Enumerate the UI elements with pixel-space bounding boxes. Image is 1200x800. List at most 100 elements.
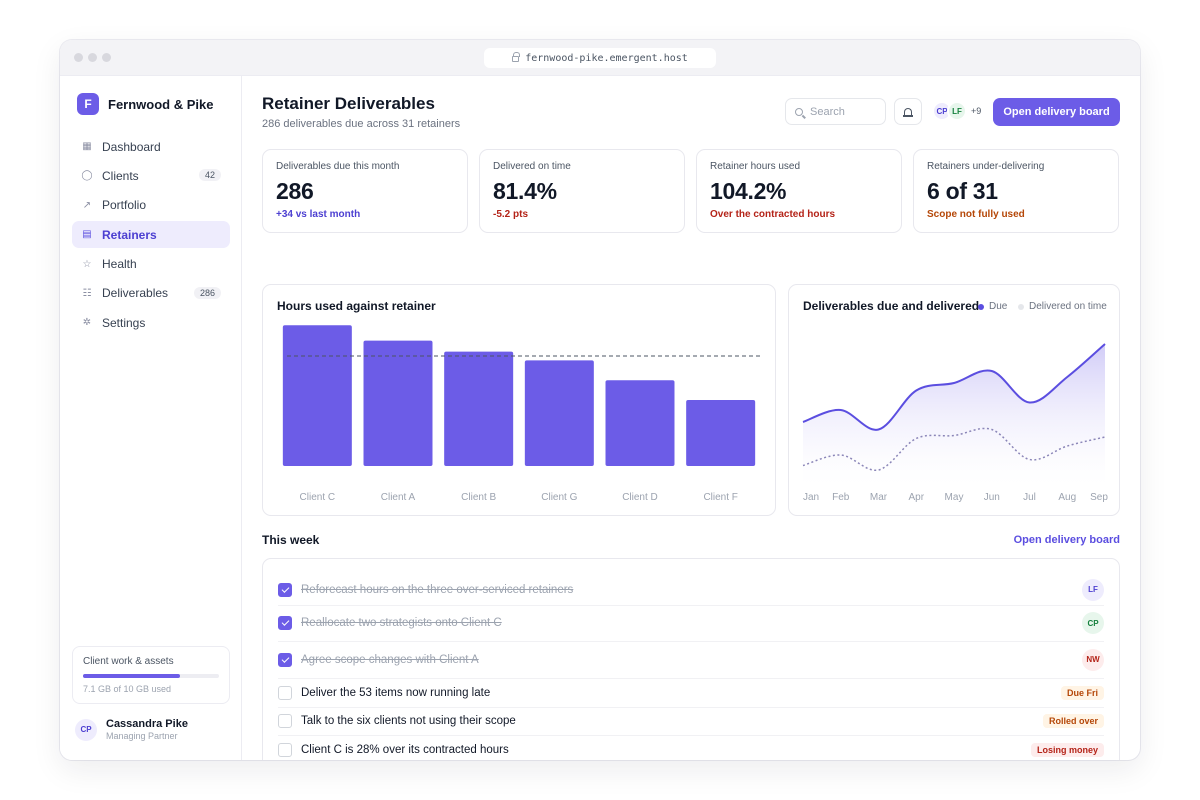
status-badge: Due Fri	[1060, 685, 1104, 700]
storage-progress-track	[83, 674, 219, 678]
main-content: Retainer Deliverables 286 deliverables d…	[242, 76, 1140, 760]
storage-title: Client work & assets	[83, 656, 174, 667]
assignee-avatar[interactable]: LF	[1082, 578, 1104, 601]
grid-icon: ▦	[82, 141, 92, 152]
task-row[interactable]: Talk to the six clients not using their …	[278, 708, 1104, 736]
window-minimize-dot[interactable]	[88, 53, 97, 62]
task-text: Reallocate two strategists onto Client C	[301, 617, 502, 630]
task-checkbox[interactable]	[278, 582, 292, 597]
sidebar-item-settings[interactable]: ✲ Settings	[72, 309, 230, 336]
window-close-dot[interactable]	[74, 53, 83, 62]
sidebar-nav: ▦ Dashboard ◯ Clients 42 ↗ Portfolio ▤ Retainers…	[72, 133, 230, 339]
x-tick-label: Sep	[1090, 492, 1108, 503]
x-tick-label: Feb	[832, 492, 850, 503]
x-tick-label: Apr	[908, 492, 924, 503]
x-tick-label: Mar	[870, 492, 888, 503]
kpi-label: Delivered on time	[493, 161, 571, 172]
gear-icon: ✲	[82, 317, 92, 329]
section-title: This week	[262, 533, 320, 547]
task-checkbox[interactable]	[278, 714, 292, 729]
kpi-card: Delivered on time 81.4% -5.2 pts	[479, 149, 685, 233]
task-row[interactable]: Client C is 28% over its contracted hour…	[278, 736, 1104, 760]
deliverables-area-chart: Jan Feb Mar Apr May Jun Jul Aug Sep	[802, 343, 1108, 503]
sidebar-item-label: Clients	[102, 168, 139, 183]
kpi-value: 104.2%	[710, 178, 787, 204]
kpi-label: Deliverables due this month	[276, 161, 400, 172]
sidebar-item-deliverables[interactable]: ☷ Deliverables 286	[72, 280, 230, 307]
notifications-button[interactable]	[894, 98, 922, 125]
task-text: Client C is 28% over its contracted hour…	[301, 744, 509, 757]
sidebar-item-dashboard[interactable]: ▦ Dashboard	[72, 133, 230, 160]
task-row[interactable]: Reallocate two strategists onto Client C…	[278, 606, 1104, 642]
open-delivery-board-link[interactable]: Open delivery board	[1013, 534, 1120, 546]
bar-client-a[interactable]	[363, 340, 433, 466]
x-tick-label: Aug	[1058, 492, 1076, 503]
x-tick-label: Jun	[984, 492, 1000, 503]
check-icon	[281, 618, 289, 627]
task-checkbox[interactable]	[278, 616, 292, 631]
assignee-avatar[interactable]: CP	[1082, 612, 1104, 635]
storage-progress-fill	[83, 674, 180, 678]
bar-client-c[interactable]	[282, 325, 352, 466]
address-bar[interactable]: fernwood-pike.emergent.host	[484, 48, 716, 68]
kpi-note: -5.2 pts	[493, 209, 529, 220]
task-row[interactable]: Deliver the 53 items now running late Due…	[278, 679, 1104, 708]
sidebar-item-label: Portfolio	[102, 198, 147, 213]
x-tick-label: Client C	[300, 492, 336, 503]
legend-label: Due	[989, 301, 1008, 312]
sidebar-item-health[interactable]: ☆ Health	[72, 251, 230, 278]
sidebar-item-portfolio[interactable]: ↗ Portfolio	[72, 192, 230, 219]
x-tick-label: Client A	[381, 492, 416, 503]
sidebar-item-label: Health	[102, 257, 137, 272]
deliverables-chart-card: Deliverables due and delivered Due Deliv…	[788, 284, 1120, 516]
x-tick-label: May	[945, 492, 964, 503]
legend-swatch	[978, 303, 984, 310]
legend-due: Due	[978, 301, 1007, 312]
check-icon	[281, 584, 289, 593]
task-checkbox[interactable]	[278, 743, 292, 758]
task-row[interactable]: Agree scope changes with Client A NW	[278, 642, 1104, 679]
task-text: Deliver the 53 items now running late	[301, 686, 491, 699]
open-delivery-board-button[interactable]: Open delivery board	[993, 98, 1120, 126]
kpi-note: Over the contracted hours	[710, 209, 836, 220]
legend-delivered: Delivered on time	[1018, 301, 1107, 312]
series-delivered-line[interactable]	[802, 427, 1106, 471]
sidebar: F Fernwood & Pike ▦ Dashboard ◯ Clients 42 ↗ P…	[60, 76, 242, 760]
page-subtitle: 286 deliverables due across 31 retainers	[262, 118, 461, 130]
brand-name: Fernwood & Pike	[108, 96, 214, 112]
legend-swatch	[1018, 303, 1024, 310]
legend-label: Delivered on time	[1029, 301, 1107, 312]
kpi-value: 6 of 31	[927, 178, 998, 204]
task-row[interactable]: Reforecast hours on the three over-servi…	[278, 575, 1104, 606]
bar-client-f[interactable]	[686, 400, 756, 466]
user-profile[interactable]: CP Cassandra Pike Managing Partner	[75, 718, 188, 741]
sidebar-item-label: Deliverables	[102, 286, 169, 301]
check-icon	[281, 654, 289, 663]
search-input[interactable]: Search	[785, 98, 886, 125]
sidebar-item-retainers[interactable]: ▤ Retainers	[72, 221, 230, 249]
kpi-card: Deliverables due this month 286 +34 vs l…	[262, 149, 468, 233]
brand-logo: F	[77, 93, 99, 115]
user-name: Cassandra Pike	[106, 718, 188, 730]
chart-title: Hours used against retainer	[277, 299, 436, 313]
avatar: CP	[75, 718, 97, 741]
task-text: Talk to the six clients not using their …	[301, 715, 516, 728]
sidebar-item-label: Settings	[102, 315, 146, 330]
brand[interactable]: F Fernwood & Pike	[77, 93, 213, 115]
kpi-note: +34 vs last month	[276, 209, 361, 220]
bar-client-g[interactable]	[524, 360, 594, 466]
assignee-avatar[interactable]: NW	[1082, 648, 1104, 671]
star-icon: ☆	[82, 258, 92, 270]
window-maximize-dot[interactable]	[102, 53, 111, 62]
x-tick-label: Jan	[803, 492, 819, 503]
task-checkbox[interactable]	[278, 652, 292, 667]
bar-client-b[interactable]	[444, 351, 514, 466]
task-list: Reforecast hours on the three over-servi…	[262, 558, 1120, 760]
series-due-area	[803, 344, 1105, 485]
series-due-line[interactable]	[802, 343, 1106, 431]
sidebar-item-clients[interactable]: ◯ Clients 42	[72, 162, 230, 189]
bar-client-d[interactable]	[605, 380, 675, 466]
team-avatars[interactable]: CP LF +9	[932, 101, 981, 121]
kpi-card: Retainer hours used 104.2% Over the cont…	[696, 149, 902, 233]
task-checkbox[interactable]	[278, 685, 292, 700]
